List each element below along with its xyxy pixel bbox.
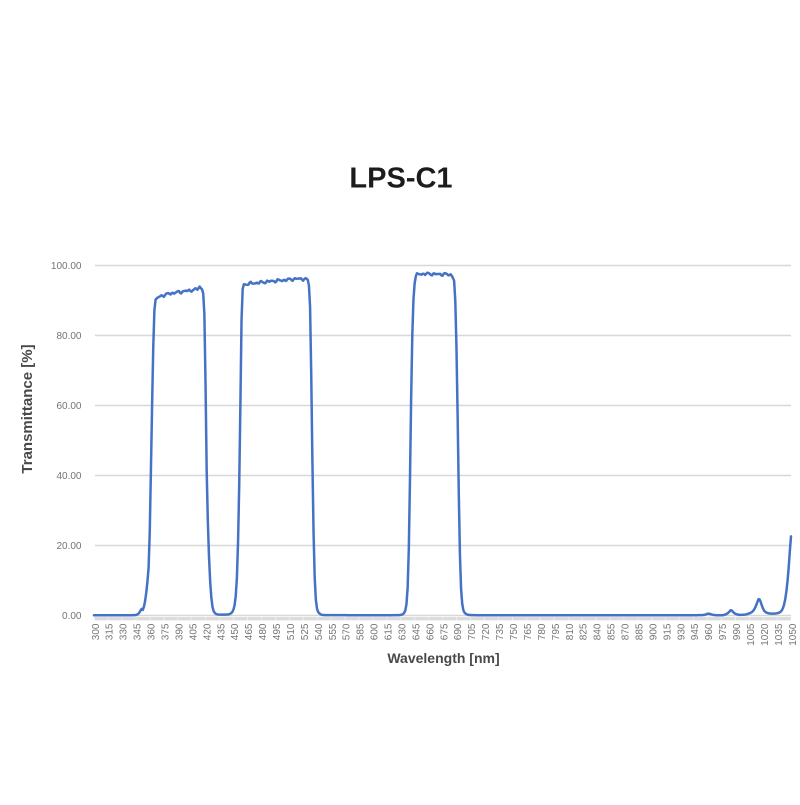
svg-text:780: 780 bbox=[537, 623, 548, 640]
svg-text:585: 585 bbox=[356, 623, 367, 640]
svg-text:480: 480 bbox=[258, 623, 269, 640]
svg-text:495: 495 bbox=[272, 623, 283, 640]
svg-text:300: 300 bbox=[91, 623, 102, 640]
svg-text:405: 405 bbox=[188, 623, 199, 640]
svg-text:Transmittance [%]: Transmittance [%] bbox=[19, 344, 36, 473]
svg-text:510: 510 bbox=[286, 623, 297, 640]
svg-text:525: 525 bbox=[300, 623, 311, 640]
svg-text:330: 330 bbox=[119, 623, 130, 640]
svg-text:555: 555 bbox=[328, 623, 339, 640]
svg-text:1050: 1050 bbox=[788, 623, 799, 646]
svg-text:450: 450 bbox=[230, 623, 241, 640]
svg-text:825: 825 bbox=[579, 623, 590, 640]
svg-text:345: 345 bbox=[133, 623, 144, 640]
svg-text:1005: 1005 bbox=[746, 623, 757, 646]
svg-text:990: 990 bbox=[732, 623, 743, 640]
svg-text:1020: 1020 bbox=[760, 623, 771, 646]
svg-text:360: 360 bbox=[147, 623, 158, 640]
svg-text:900: 900 bbox=[648, 623, 659, 640]
svg-text:1035: 1035 bbox=[774, 623, 785, 646]
svg-text:870: 870 bbox=[621, 623, 632, 640]
svg-text:435: 435 bbox=[216, 623, 227, 640]
svg-text:915: 915 bbox=[662, 623, 673, 640]
svg-text:675: 675 bbox=[439, 623, 450, 640]
svg-text:735: 735 bbox=[495, 623, 506, 640]
svg-text:375: 375 bbox=[161, 623, 172, 640]
svg-text:960: 960 bbox=[704, 623, 715, 640]
svg-text:615: 615 bbox=[384, 623, 395, 640]
svg-text:600: 600 bbox=[370, 623, 381, 640]
svg-text:795: 795 bbox=[551, 623, 562, 640]
svg-text:975: 975 bbox=[718, 623, 729, 640]
svg-text:570: 570 bbox=[342, 623, 353, 640]
svg-text:765: 765 bbox=[523, 623, 534, 640]
svg-text:Wavelength [nm]: Wavelength [nm] bbox=[387, 650, 499, 666]
svg-text:LPS-C1: LPS-C1 bbox=[349, 163, 452, 195]
svg-text:465: 465 bbox=[244, 623, 255, 640]
svg-text:20.00: 20.00 bbox=[56, 541, 81, 552]
svg-text:40.00: 40.00 bbox=[56, 471, 81, 482]
svg-text:855: 855 bbox=[607, 623, 618, 640]
svg-text:420: 420 bbox=[202, 623, 213, 640]
svg-text:0.00: 0.00 bbox=[62, 611, 82, 622]
svg-text:540: 540 bbox=[314, 623, 325, 640]
svg-text:885: 885 bbox=[634, 623, 645, 640]
svg-text:660: 660 bbox=[425, 623, 436, 640]
svg-text:690: 690 bbox=[453, 623, 464, 640]
svg-text:720: 720 bbox=[481, 623, 492, 640]
svg-text:315: 315 bbox=[105, 623, 116, 640]
svg-text:60.00: 60.00 bbox=[56, 401, 81, 412]
svg-text:390: 390 bbox=[174, 623, 185, 640]
svg-text:705: 705 bbox=[467, 623, 478, 640]
svg-text:630: 630 bbox=[397, 623, 408, 640]
svg-text:840: 840 bbox=[593, 623, 604, 640]
svg-text:750: 750 bbox=[509, 623, 520, 640]
svg-text:930: 930 bbox=[676, 623, 687, 640]
svg-text:80.00: 80.00 bbox=[56, 331, 81, 342]
svg-text:810: 810 bbox=[565, 623, 576, 640]
svg-text:645: 645 bbox=[411, 623, 422, 640]
svg-text:945: 945 bbox=[690, 623, 701, 640]
svg-text:100.00: 100.00 bbox=[51, 261, 82, 272]
